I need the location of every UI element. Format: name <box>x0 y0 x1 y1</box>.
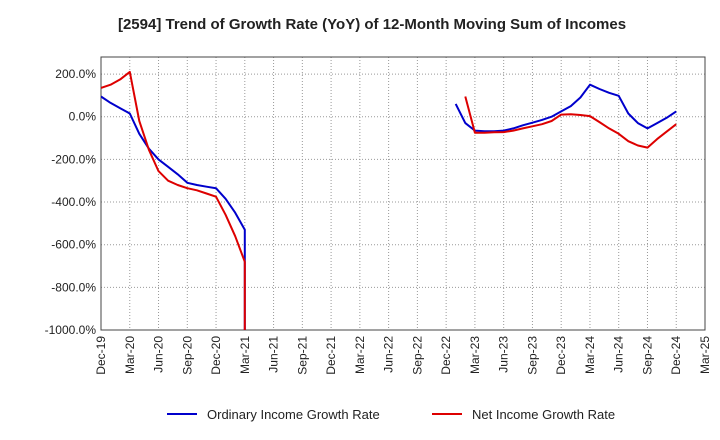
series-lines <box>101 70 677 330</box>
x-tick-label: Jun-23 <box>497 336 511 373</box>
x-tick-label: Mar-22 <box>353 336 367 374</box>
chart-title: [2594] Trend of Growth Rate (YoY) of 12-… <box>118 16 626 33</box>
legend: Ordinary Income Growth Rate Net Income Gr… <box>167 407 615 422</box>
x-tick-label: Jun-24 <box>612 336 626 373</box>
plot-border <box>100 56 706 331</box>
x-tick-label: Sep-23 <box>525 336 539 375</box>
y-axis: 200.0% 0.0% -200.0% -400.0% -600.0% -800.0% -1… <box>45 67 97 337</box>
x-tick-label: Sep-24 <box>640 336 654 375</box>
y-tick-label: 200.0% <box>55 67 96 81</box>
x-tick-label: Dec-21 <box>324 336 338 375</box>
plot-frame <box>100 56 706 331</box>
grid <box>100 57 706 331</box>
x-tick-label: Dec-22 <box>439 336 453 375</box>
x-tick-label: Sep-20 <box>180 336 194 375</box>
x-tick-label: Dec-23 <box>554 336 568 375</box>
y-tick-label: -200.0% <box>51 152 96 166</box>
x-tick-label: Jun-21 <box>267 336 281 373</box>
y-tick-label: -1000.0% <box>45 323 97 337</box>
net-income-growth-line <box>101 70 677 330</box>
x-tick-label: Mar-23 <box>468 336 482 374</box>
x-tick-label: Sep-22 <box>410 336 424 375</box>
y-tick-label: -800.0% <box>51 280 96 294</box>
y-tick-label: -600.0% <box>51 238 96 252</box>
x-tick-label: Dec-20 <box>209 336 223 375</box>
x-axis: Dec-19 Mar-20 Jun-20 Sep-20 Dec-20 Mar-21 Jun-… <box>94 336 712 375</box>
x-tick-label: Dec-19 <box>94 336 108 375</box>
x-tick-label: Mar-20 <box>123 336 137 374</box>
x-tick-label: Dec-24 <box>669 336 683 375</box>
legend-label: Net Income Growth Rate <box>472 407 615 422</box>
x-tick-label: Mar-24 <box>583 336 597 374</box>
x-tick-label: Jun-22 <box>382 336 396 373</box>
x-tick-label: Jun-20 <box>152 336 166 373</box>
x-tick-label: Sep-21 <box>295 336 309 375</box>
y-tick-label: -400.0% <box>51 195 96 209</box>
y-tick-label: 0.0% <box>69 110 97 124</box>
x-tick-label: Mar-21 <box>238 336 252 374</box>
x-tick-label: Mar-25 <box>698 336 712 374</box>
legend-label: Ordinary Income Growth Rate <box>207 407 380 422</box>
ordinary-income-growth-line <box>101 83 677 330</box>
